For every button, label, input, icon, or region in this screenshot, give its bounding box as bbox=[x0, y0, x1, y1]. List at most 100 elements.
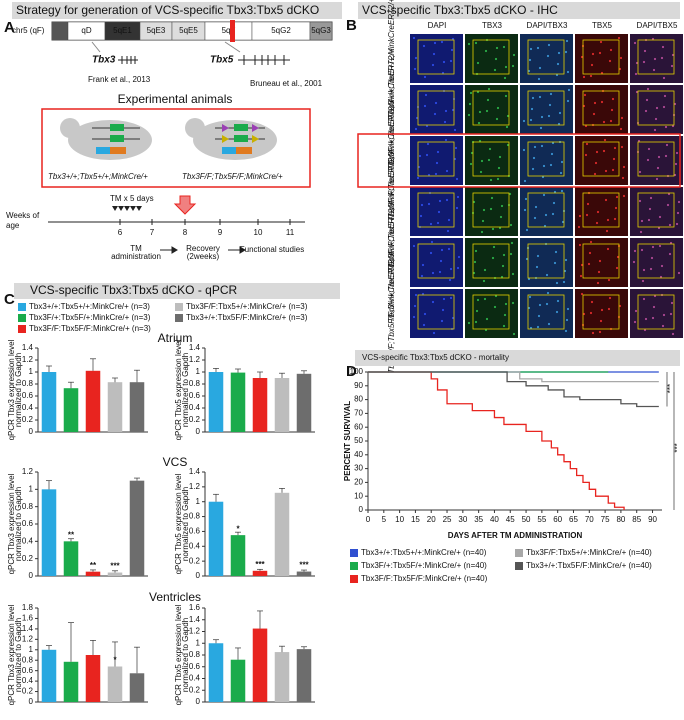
inset-box bbox=[417, 192, 455, 228]
cell-dot bbox=[531, 167, 535, 171]
inset-box bbox=[472, 294, 510, 330]
bar bbox=[208, 501, 224, 576]
cell-dot bbox=[643, 49, 647, 53]
y-tick-label: 10 bbox=[354, 491, 363, 500]
cell-dot bbox=[529, 118, 533, 122]
legend-swatch bbox=[18, 325, 26, 333]
cell-dot bbox=[645, 98, 649, 102]
cell-dot bbox=[453, 157, 457, 161]
section-title: Atrium bbox=[158, 331, 193, 345]
cell-dot bbox=[553, 190, 557, 194]
row-label: Tbx3F/F;Tbx5F/F;MinkCreERT2/+ bbox=[387, 99, 396, 220]
cell-dot bbox=[533, 216, 537, 220]
cell-dot bbox=[608, 59, 612, 63]
cell-dot bbox=[423, 75, 427, 79]
y-tick-label: 1 bbox=[196, 638, 201, 647]
cell-dot bbox=[552, 201, 556, 205]
inset-box bbox=[527, 294, 565, 330]
inset-box bbox=[417, 294, 455, 330]
cell-dot bbox=[433, 112, 437, 116]
bar bbox=[129, 480, 145, 576]
x-tick-label: 50 bbox=[522, 515, 531, 524]
cell-dot bbox=[524, 197, 528, 201]
cell-dot bbox=[544, 213, 548, 217]
cell-dot bbox=[543, 224, 547, 228]
gene-drawings bbox=[91, 41, 290, 65]
cell-dot bbox=[432, 52, 436, 56]
y-tick-label: 1 bbox=[196, 367, 201, 376]
panel-title: VCS-specific Tbx3:Tbx5 dCKO - qPCR bbox=[30, 283, 238, 297]
cell-dot bbox=[560, 189, 564, 193]
cell-dot bbox=[498, 155, 502, 159]
cell-dot bbox=[449, 59, 453, 63]
bar bbox=[208, 643, 224, 702]
cell-dot bbox=[615, 195, 619, 199]
cell-dot bbox=[583, 93, 587, 97]
y-axis-label: normalized to Gapdh bbox=[181, 353, 190, 427]
cell-dot bbox=[547, 114, 551, 118]
cell-dot bbox=[600, 308, 604, 312]
x-tick-label: 70 bbox=[585, 515, 594, 524]
cell-dot bbox=[663, 94, 667, 98]
cell-dot bbox=[511, 64, 515, 68]
cell-dot bbox=[671, 124, 675, 128]
y-tick-label: 0.2 bbox=[189, 415, 201, 424]
cell-dot bbox=[565, 318, 569, 322]
legend-swatch bbox=[18, 303, 26, 311]
cell-dot bbox=[607, 307, 611, 311]
cell-dot bbox=[469, 162, 473, 166]
cell-dot bbox=[637, 139, 641, 143]
ihc-grid: DAPI TBX3 DAPI/TBX3 TBX5 DAPI/TBX5 Tbx3+/+;Tb… bbox=[357, 0, 683, 374]
cell-dot bbox=[537, 77, 541, 81]
inset-box bbox=[637, 243, 675, 279]
cell-dot bbox=[502, 253, 506, 257]
cell-dot bbox=[489, 207, 493, 211]
y-tick-label: 0.6 bbox=[189, 527, 201, 536]
y-tick-label: 0.4 bbox=[22, 676, 34, 685]
cell-dot bbox=[511, 272, 515, 276]
cell-dot bbox=[424, 93, 428, 97]
bar bbox=[85, 370, 101, 432]
cell-dot bbox=[606, 247, 610, 251]
cell-dot bbox=[667, 192, 671, 196]
y-tick-label: 0 bbox=[29, 427, 34, 436]
x-tick-label: 35 bbox=[474, 515, 483, 524]
cell-dot bbox=[642, 297, 646, 301]
cell-dot bbox=[594, 161, 598, 165]
cell-dot bbox=[589, 74, 593, 78]
cell-dot bbox=[415, 116, 419, 120]
cell-dot bbox=[449, 267, 453, 271]
cell-dot bbox=[506, 143, 510, 147]
cell-dot bbox=[595, 221, 599, 225]
cell-dot bbox=[661, 45, 665, 49]
x-tick-label: 75 bbox=[601, 515, 610, 524]
cell-dot bbox=[478, 110, 482, 114]
cell-dot bbox=[582, 104, 586, 108]
cell-dot bbox=[655, 106, 659, 110]
cell-dot bbox=[501, 264, 505, 268]
x-axis-label: DAYS AFTER TM ADMINISTRATION bbox=[448, 531, 583, 540]
y-tick-label: 1.2 bbox=[189, 627, 201, 636]
cell-dot bbox=[425, 153, 429, 157]
cell-dot bbox=[490, 196, 494, 200]
cell-dot bbox=[425, 124, 429, 128]
cell-dot bbox=[486, 98, 490, 102]
cell-dot bbox=[438, 270, 442, 274]
cell-dot bbox=[653, 294, 657, 298]
injection bbox=[136, 206, 142, 211]
significance-label: *** bbox=[255, 560, 265, 569]
cell-dot bbox=[671, 332, 675, 336]
cell-dot bbox=[677, 271, 681, 275]
cell-dot bbox=[508, 192, 512, 196]
title-bar bbox=[14, 283, 340, 299]
cell-dot bbox=[423, 312, 427, 316]
inset-box bbox=[472, 39, 510, 75]
y-axis-label: normalized to Gapdh bbox=[181, 618, 190, 692]
y-tick-label: 1.4 bbox=[189, 467, 201, 476]
legend-label: Tbx3F/F:Tbx5F/F:MinkCre/+ (n=3) bbox=[29, 324, 151, 333]
cell-dot bbox=[545, 273, 549, 277]
cell-dot bbox=[529, 326, 533, 330]
y-tick-label: 1.4 bbox=[189, 343, 201, 352]
panel-title: Strategy for generation of VCS-specific … bbox=[16, 3, 319, 17]
cell-dot bbox=[448, 278, 452, 282]
